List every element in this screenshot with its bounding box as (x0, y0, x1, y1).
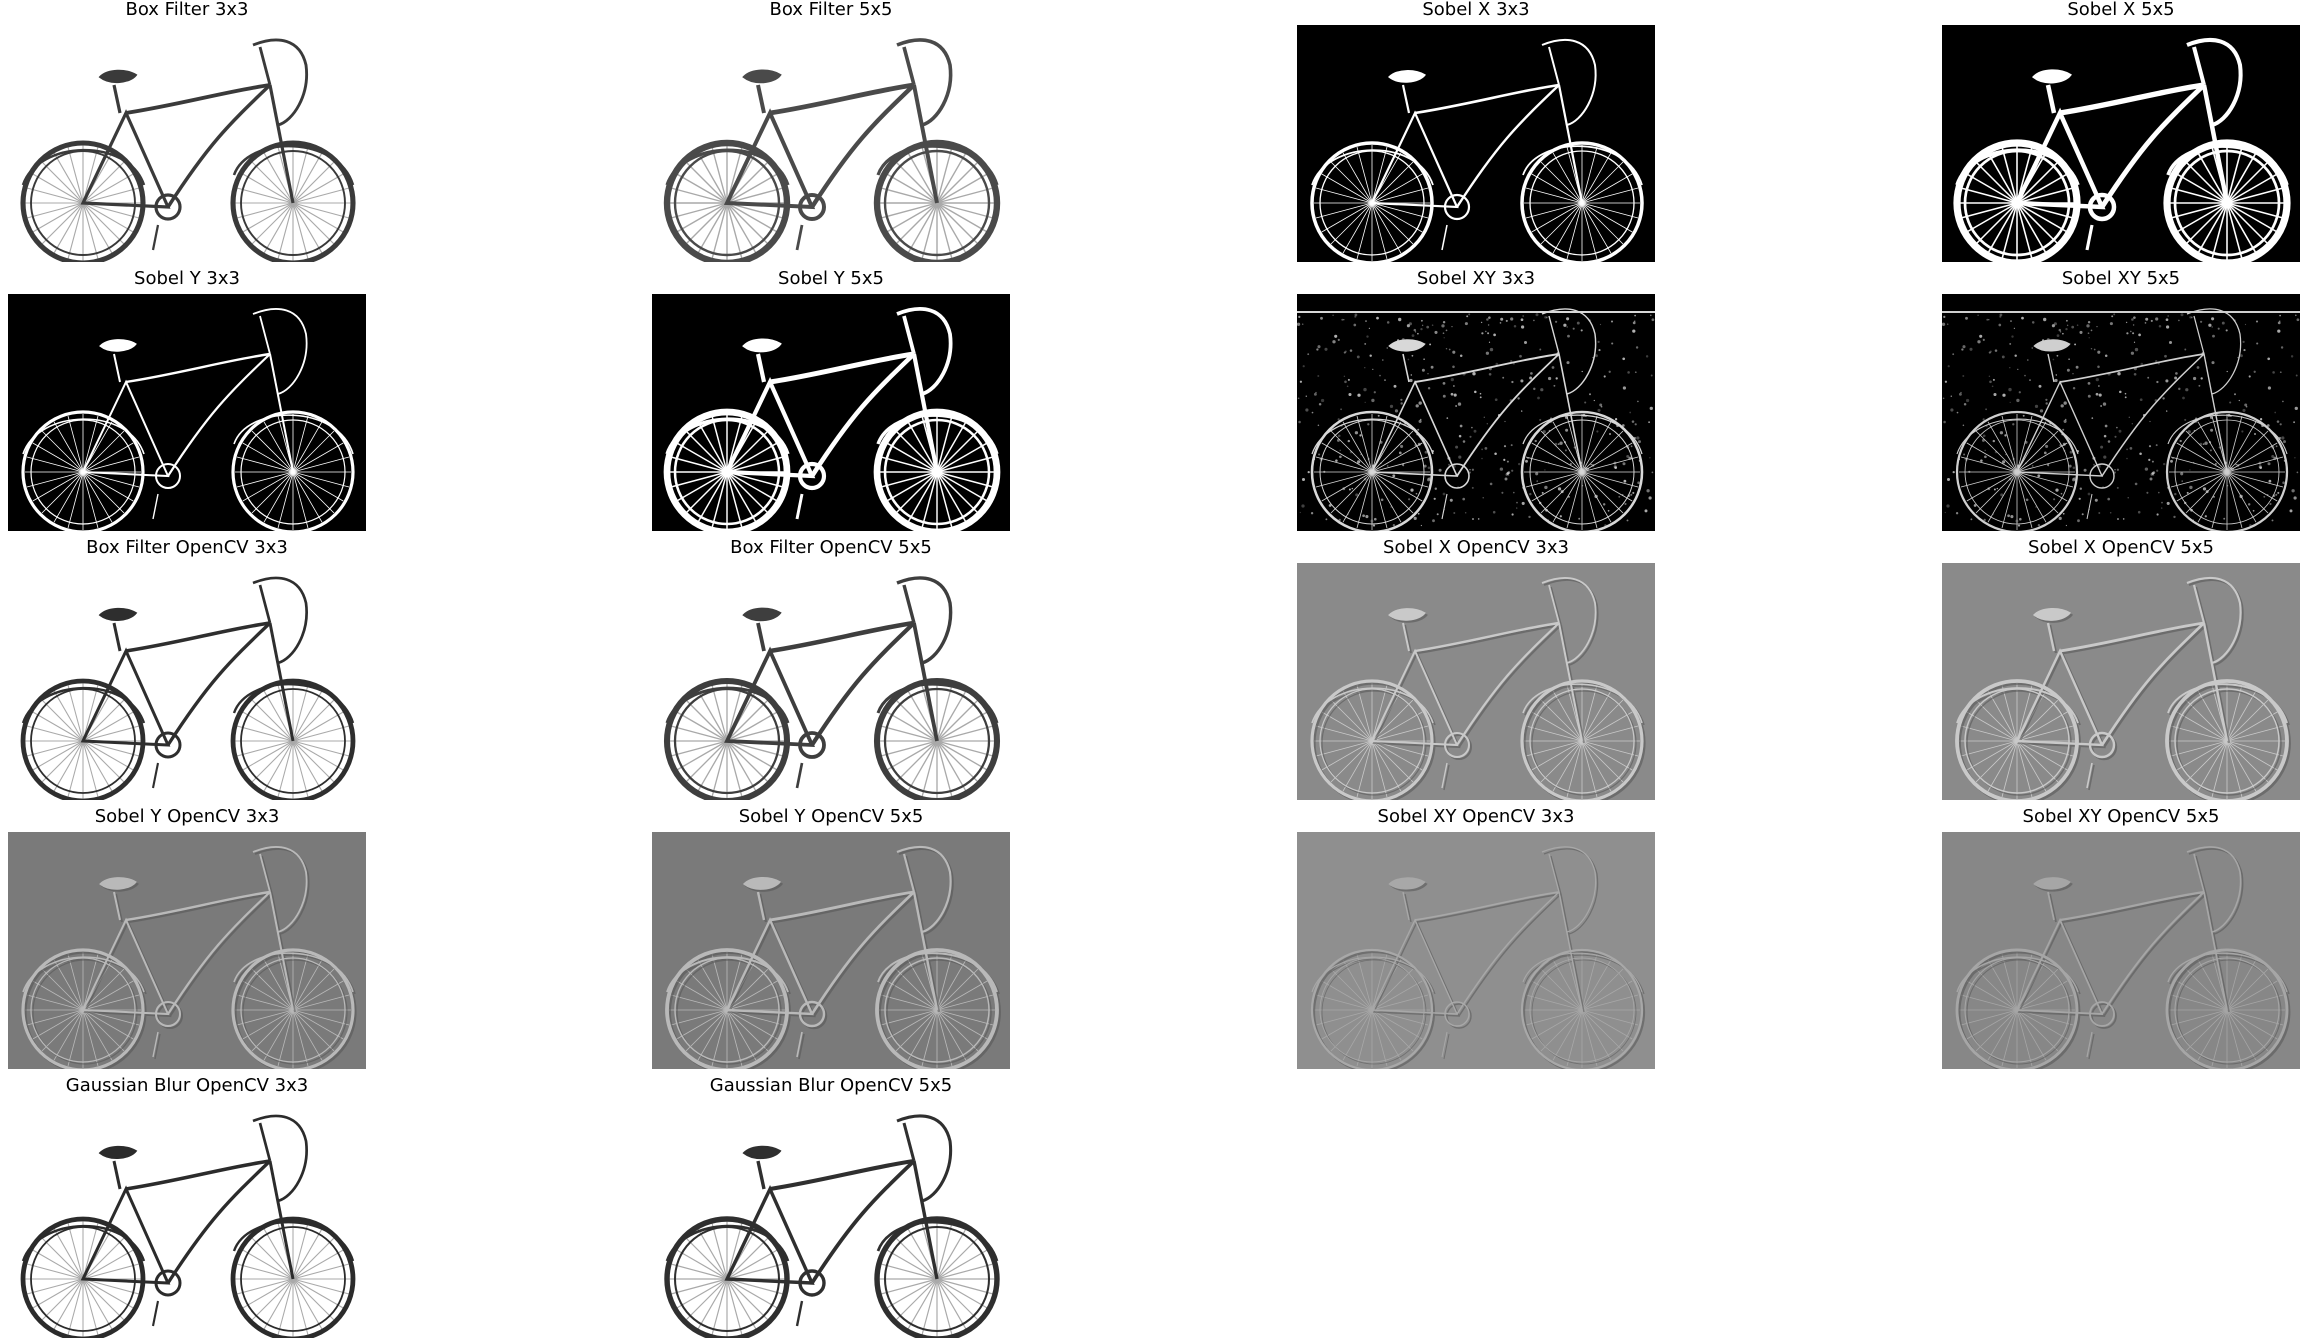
panel-title: Box Filter 5x5 (769, 0, 893, 20)
panel-title: Sobel XY OpenCV 3x3 (1377, 806, 1575, 827)
panel-title: Box Filter OpenCV 3x3 (86, 537, 288, 558)
panel-title: Sobel Y 5x5 (778, 268, 884, 289)
bicycle-image (8, 1101, 366, 1338)
panel-title: Box Filter 3x3 (125, 0, 249, 20)
panel-title: Box Filter OpenCV 5x5 (730, 537, 932, 558)
panel-title: Sobel XY 3x3 (1416, 268, 1536, 289)
bicycle-image (1942, 563, 2300, 800)
bicycle-image (8, 563, 366, 800)
bicycle-image (1297, 294, 1655, 531)
bicycle-image (1297, 563, 1655, 800)
bicycle-image (652, 563, 1010, 800)
panel-title: Sobel X 3x3 (1422, 0, 1530, 20)
bicycle-image (1942, 25, 2300, 262)
panel-title: Sobel Y 3x3 (134, 268, 240, 289)
panel-title: Gaussian Blur OpenCV 3x3 (65, 1075, 309, 1096)
panel-title: Sobel Y OpenCV 5x5 (738, 806, 924, 827)
bicycle-image (652, 25, 1010, 262)
bicycle-image (8, 25, 366, 262)
bicycle-image (8, 832, 366, 1069)
panel-title: Sobel X 5x5 (2067, 0, 2175, 20)
bicycle-image (1942, 294, 2300, 531)
bicycle-image (652, 832, 1010, 1069)
bicycle-image (1297, 25, 1655, 262)
bicycle-image (1297, 832, 1655, 1069)
panel-title: Sobel X OpenCV 3x3 (1383, 537, 1569, 558)
bicycle-image (652, 1101, 1010, 1338)
panel-title: Sobel X OpenCV 5x5 (2028, 537, 2214, 558)
bicycle-image (1942, 832, 2300, 1069)
bicycle-image (652, 294, 1010, 531)
panel-title: Sobel XY 5x5 (2061, 268, 2181, 289)
panel-title: Gaussian Blur OpenCV 5x5 (709, 1075, 953, 1096)
panel-title: Sobel Y OpenCV 3x3 (94, 806, 280, 827)
panel-title: Sobel XY OpenCV 5x5 (2022, 806, 2220, 827)
bicycle-image (8, 294, 366, 531)
